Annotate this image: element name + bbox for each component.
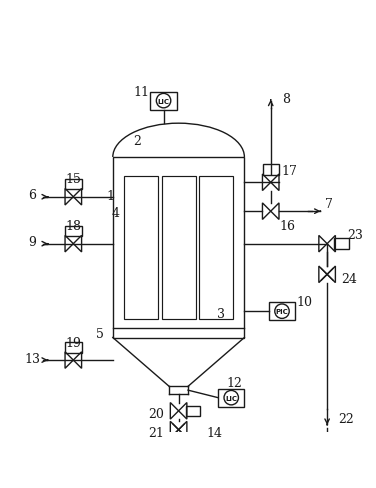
- Text: 21: 21: [148, 426, 164, 439]
- Text: 11: 11: [134, 85, 150, 99]
- Bar: [199, 177, 233, 319]
- Text: 8: 8: [282, 93, 290, 106]
- Text: PIC: PIC: [276, 308, 288, 315]
- Text: 13: 13: [24, 352, 40, 365]
- Text: 2: 2: [133, 134, 141, 147]
- Text: 20: 20: [148, 407, 164, 421]
- Bar: [124, 177, 158, 319]
- Text: 4: 4: [112, 206, 120, 219]
- Text: 7: 7: [325, 198, 333, 211]
- Text: 18: 18: [65, 220, 81, 233]
- Text: 23: 23: [347, 228, 363, 241]
- Bar: [186, 406, 200, 416]
- Text: 16: 16: [280, 220, 296, 232]
- Bar: [162, 177, 196, 319]
- Text: 17: 17: [282, 164, 297, 178]
- Text: 22: 22: [338, 412, 354, 425]
- Text: 12: 12: [226, 376, 242, 389]
- Bar: [334, 239, 349, 249]
- Text: 14: 14: [206, 426, 222, 439]
- Text: 10: 10: [297, 296, 312, 308]
- Text: LIC: LIC: [158, 99, 170, 104]
- Text: 9: 9: [28, 236, 36, 249]
- Text: 6: 6: [28, 189, 36, 202]
- Text: 5: 5: [96, 327, 103, 341]
- Text: 3: 3: [217, 307, 225, 320]
- Bar: [269, 303, 295, 321]
- Bar: [263, 165, 279, 175]
- Text: 24: 24: [341, 272, 357, 285]
- Bar: [65, 342, 82, 353]
- Bar: [113, 158, 244, 338]
- Bar: [150, 92, 177, 110]
- Text: 1: 1: [107, 190, 115, 203]
- Text: LIC: LIC: [225, 395, 237, 401]
- Text: 15: 15: [65, 173, 81, 186]
- Text: 19: 19: [65, 336, 81, 349]
- Bar: [65, 179, 82, 190]
- Bar: [218, 389, 244, 407]
- Bar: [65, 226, 82, 237]
